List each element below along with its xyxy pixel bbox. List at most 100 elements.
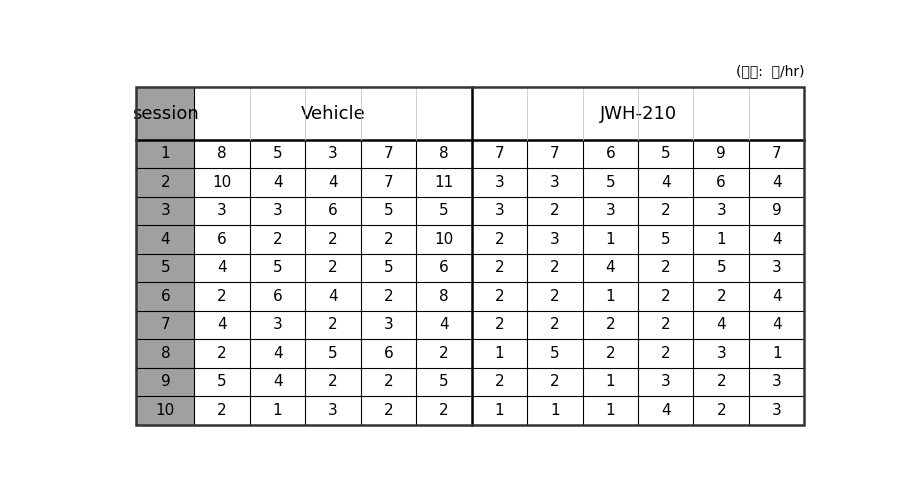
Text: 1: 1 xyxy=(605,232,615,247)
Text: 6: 6 xyxy=(160,289,171,304)
Text: 8: 8 xyxy=(439,289,448,304)
Text: 2: 2 xyxy=(328,232,337,247)
Text: 10: 10 xyxy=(435,232,454,247)
Bar xyxy=(527,396,582,424)
Text: 4: 4 xyxy=(273,374,282,389)
Bar xyxy=(638,282,693,311)
Text: 4: 4 xyxy=(439,318,448,333)
Bar xyxy=(693,311,749,339)
Text: (단위:  회/hr): (단위: 회/hr) xyxy=(735,64,804,78)
Text: 2: 2 xyxy=(494,318,504,333)
Text: 2: 2 xyxy=(550,289,559,304)
Text: 1: 1 xyxy=(273,403,282,418)
Bar xyxy=(527,339,582,368)
Text: 5: 5 xyxy=(605,175,615,190)
Bar xyxy=(471,197,527,225)
Bar xyxy=(250,396,305,424)
Text: 2: 2 xyxy=(550,260,559,275)
Text: 2: 2 xyxy=(217,403,227,418)
Text: 2: 2 xyxy=(383,403,393,418)
Bar xyxy=(749,368,804,396)
Bar xyxy=(749,225,804,254)
Bar xyxy=(360,140,416,168)
Text: 4: 4 xyxy=(605,260,615,275)
Bar xyxy=(137,254,194,282)
Text: 7: 7 xyxy=(494,147,504,162)
Bar xyxy=(471,254,527,282)
Bar xyxy=(137,339,194,368)
Bar xyxy=(137,368,194,396)
Text: 5: 5 xyxy=(273,147,282,162)
Text: 5: 5 xyxy=(328,346,337,361)
Bar xyxy=(416,140,471,168)
Text: 2: 2 xyxy=(160,175,171,190)
Bar xyxy=(360,197,416,225)
Text: 4: 4 xyxy=(716,318,726,333)
Text: 4: 4 xyxy=(772,289,781,304)
Text: 11: 11 xyxy=(435,175,454,190)
Bar xyxy=(360,396,416,424)
Text: 4: 4 xyxy=(661,403,670,418)
Bar xyxy=(416,225,471,254)
Bar xyxy=(527,368,582,396)
Bar xyxy=(137,225,194,254)
Text: 6: 6 xyxy=(605,147,615,162)
Text: 7: 7 xyxy=(772,147,781,162)
Bar xyxy=(250,168,305,197)
Bar xyxy=(582,368,638,396)
Bar xyxy=(749,168,804,197)
Text: 8: 8 xyxy=(217,147,227,162)
Text: 7: 7 xyxy=(160,318,171,333)
Bar xyxy=(471,140,527,168)
Text: 1: 1 xyxy=(160,147,171,162)
Text: 4: 4 xyxy=(217,260,227,275)
Text: 3: 3 xyxy=(272,203,282,218)
Bar xyxy=(582,254,638,282)
Text: 2: 2 xyxy=(328,318,337,333)
Bar xyxy=(137,311,194,339)
Bar xyxy=(250,140,305,168)
Text: 4: 4 xyxy=(661,175,670,190)
Bar xyxy=(360,339,416,368)
Bar xyxy=(360,311,416,339)
Bar xyxy=(305,225,360,254)
Bar xyxy=(416,368,471,396)
Bar xyxy=(194,368,250,396)
Bar xyxy=(194,87,471,140)
Bar xyxy=(360,168,416,197)
Bar xyxy=(360,368,416,396)
Bar xyxy=(749,311,804,339)
Bar xyxy=(638,396,693,424)
Text: 2: 2 xyxy=(605,346,615,361)
Text: 1: 1 xyxy=(772,346,781,361)
Bar xyxy=(250,282,305,311)
Text: 5: 5 xyxy=(383,260,393,275)
Text: 1: 1 xyxy=(605,289,615,304)
Bar xyxy=(527,168,582,197)
Text: 2: 2 xyxy=(494,232,504,247)
Bar xyxy=(194,254,250,282)
Text: 2: 2 xyxy=(383,232,393,247)
Text: 2: 2 xyxy=(716,403,726,418)
Text: Vehicle: Vehicle xyxy=(301,105,366,122)
Text: 3: 3 xyxy=(328,403,338,418)
Bar xyxy=(471,368,527,396)
Bar xyxy=(471,396,527,424)
Text: 4: 4 xyxy=(772,232,781,247)
Bar xyxy=(194,311,250,339)
Text: 6: 6 xyxy=(439,260,448,275)
Bar xyxy=(471,168,527,197)
Text: 3: 3 xyxy=(605,203,615,218)
Text: 10: 10 xyxy=(213,175,232,190)
Bar xyxy=(194,339,250,368)
Bar xyxy=(250,311,305,339)
Text: 2: 2 xyxy=(550,203,559,218)
Bar xyxy=(194,140,250,168)
Bar xyxy=(638,311,693,339)
Bar xyxy=(749,282,804,311)
Text: 6: 6 xyxy=(383,346,393,361)
Bar xyxy=(305,282,360,311)
Bar xyxy=(471,225,527,254)
Text: 2: 2 xyxy=(494,260,504,275)
Text: 4: 4 xyxy=(772,175,781,190)
